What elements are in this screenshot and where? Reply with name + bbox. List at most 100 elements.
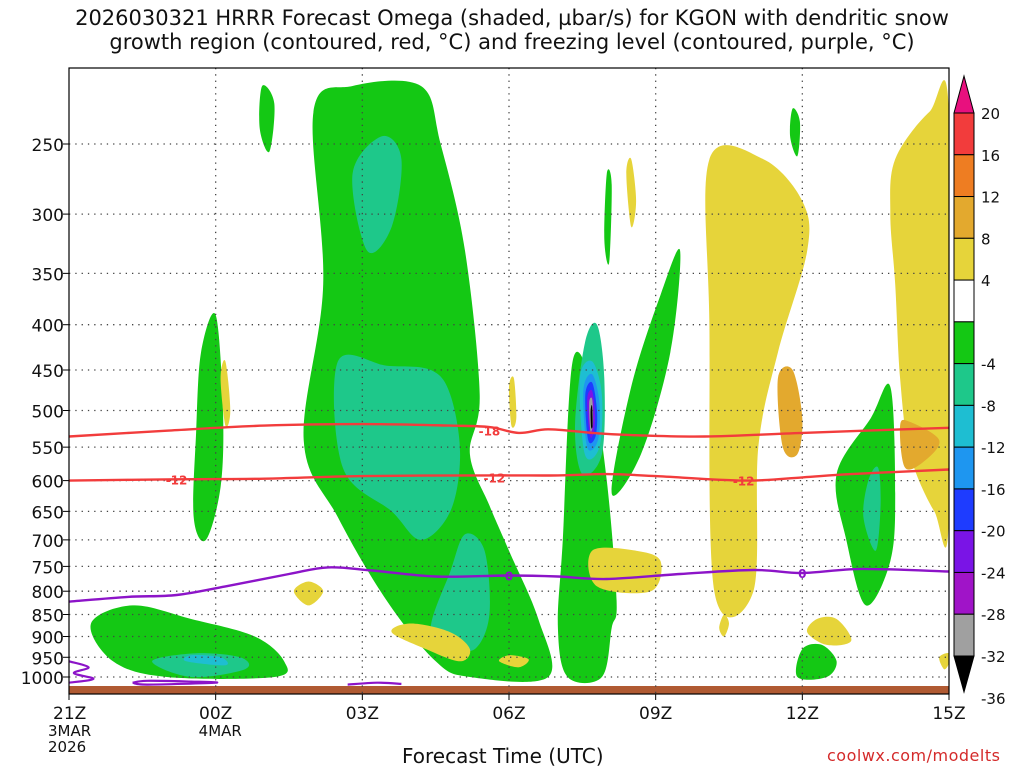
y-tick-label-500: 500 xyxy=(32,403,64,423)
omega-region-29 xyxy=(220,360,231,428)
y-tick-label-800: 800 xyxy=(32,583,64,603)
chart-title: 2026030321 HRRR Forecast Omega (shaded, … xyxy=(0,6,1024,54)
freezing-near-surface-2 xyxy=(347,681,402,686)
temperature-contours: -18 -12 -12 -12 0 0 xyxy=(69,422,949,686)
x-axis-title: Forecast Time (UTC) xyxy=(402,744,604,768)
colorbar-bottom-arrow xyxy=(953,655,975,694)
colorbar-label--28: -28 xyxy=(981,606,1006,624)
credit-link[interactable]: coolwx.com/modelts xyxy=(827,746,1001,765)
x-tick-label-03Z: 03Z xyxy=(346,704,379,724)
omega-region-7 xyxy=(259,85,275,153)
chart-title-line2: growth region (contoured, red, °C) and f… xyxy=(109,30,915,54)
colorbar-band xyxy=(953,530,975,573)
y-tick-label-1000: 1000 xyxy=(21,669,64,689)
colorbar-band xyxy=(953,363,975,406)
omega-region-27 xyxy=(806,616,852,646)
x-tick-label-06Z: 06Z xyxy=(492,704,525,724)
x-tick-sublabel: 2026 xyxy=(48,738,86,756)
colorbar-label--32: -32 xyxy=(981,648,1006,666)
contour-label: -12 xyxy=(166,473,188,487)
omega-region-4 xyxy=(611,248,681,496)
omega-region-12 xyxy=(430,533,490,652)
y-axis: 2503003504004505005506006507007508008509… xyxy=(21,136,69,689)
x-tick-label-00Z: 00Z xyxy=(199,704,232,724)
omega-shading xyxy=(90,80,949,684)
ground-layer xyxy=(69,686,949,694)
y-tick-label-550: 550 xyxy=(32,439,64,459)
x-tick-sublabel: 3MAR xyxy=(48,722,91,740)
x-tick-label-12Z: 12Z xyxy=(786,704,819,724)
x-tick-label-15Z: 15Z xyxy=(932,704,965,724)
omega-region-25 xyxy=(588,547,662,594)
y-tick-label-900: 900 xyxy=(32,628,64,648)
colorbar-band xyxy=(953,446,975,490)
omega-region-11 xyxy=(352,135,402,254)
omega-region-17 xyxy=(183,655,228,666)
colorbar-band xyxy=(953,488,975,532)
x-tick-label-21Z: 21Z xyxy=(53,704,86,724)
omega-region-24 xyxy=(890,80,949,548)
omega-region-33 xyxy=(498,655,529,668)
colorbar-label--12: -12 xyxy=(981,439,1006,457)
colorbar-band xyxy=(953,404,975,448)
colorbar-band xyxy=(953,613,975,657)
omega-region-23 xyxy=(705,145,810,618)
contour--18-line xyxy=(69,422,949,438)
colorbar-label-4: 4 xyxy=(981,272,991,290)
omega-region-36 xyxy=(899,419,940,470)
omega-region-9 xyxy=(604,169,612,265)
colorbar-band xyxy=(953,321,975,365)
contour-label: -12 xyxy=(733,475,755,489)
omega-region-31 xyxy=(626,157,637,228)
colorbar-label-12: 12 xyxy=(981,189,1000,207)
contour--12-line xyxy=(69,468,949,482)
y-tick-label-850: 850 xyxy=(32,607,64,627)
omega-region-8 xyxy=(789,108,801,157)
omega-region-15 xyxy=(863,466,881,551)
colorbar-top-arrow xyxy=(953,74,975,114)
colorbar-label--4: -4 xyxy=(981,356,996,374)
x-tick-label-09Z: 09Z xyxy=(639,704,672,724)
y-tick-label-400: 400 xyxy=(32,317,64,337)
omega-region-3 xyxy=(557,351,617,684)
colorbar-band xyxy=(953,279,975,323)
contour-label: 0 xyxy=(798,567,806,581)
omega-region-30 xyxy=(508,376,517,428)
contour-label: 0 xyxy=(505,570,513,584)
colorbar-label-20: 20 xyxy=(981,105,1000,123)
omega-region-13 xyxy=(152,653,250,678)
omega-region-34 xyxy=(939,652,949,670)
colorbar-label--16: -16 xyxy=(981,481,1006,499)
contour-label: -12 xyxy=(483,471,505,485)
y-tick-label-450: 450 xyxy=(32,362,64,382)
colorbar-label--8: -8 xyxy=(981,397,996,415)
omega-region-35 xyxy=(777,366,803,458)
ground-strip xyxy=(69,686,949,694)
colorbar-band xyxy=(953,237,975,281)
colorbar-label-16: 16 xyxy=(981,147,1000,165)
colorbar-band xyxy=(953,571,975,615)
y-tick-label-300: 300 xyxy=(32,206,64,226)
y-tick-label-350: 350 xyxy=(32,265,64,285)
y-tick-label-700: 700 xyxy=(32,532,64,552)
freezing-near-surface-0 xyxy=(69,660,95,684)
y-tick-label-250: 250 xyxy=(32,136,64,156)
contour-0-line xyxy=(69,566,949,603)
contour-label: -18 xyxy=(479,425,501,439)
colorbar-label--20: -20 xyxy=(981,523,1006,541)
colorbar-label--24: -24 xyxy=(981,564,1006,582)
chart-title-line1: 2026030321 HRRR Forecast Omega (shaded, … xyxy=(75,6,949,30)
colorbar-band xyxy=(953,196,975,239)
freezing-near-surface-1 xyxy=(132,679,219,686)
colorbar: 20 16 12 8 4 -4 -8 -12 -16 -20 -24 -28 -32 -36 xyxy=(953,74,1006,708)
omega-region-28 xyxy=(293,581,324,606)
colorbar-band xyxy=(953,112,975,156)
colorbar-label-8: 8 xyxy=(981,230,991,248)
y-tick-label-750: 750 xyxy=(32,558,64,578)
omega-region-32 xyxy=(719,614,729,637)
y-tick-label-600: 600 xyxy=(32,473,64,493)
omega-region-26 xyxy=(391,623,471,662)
omega-region-6 xyxy=(795,643,837,680)
